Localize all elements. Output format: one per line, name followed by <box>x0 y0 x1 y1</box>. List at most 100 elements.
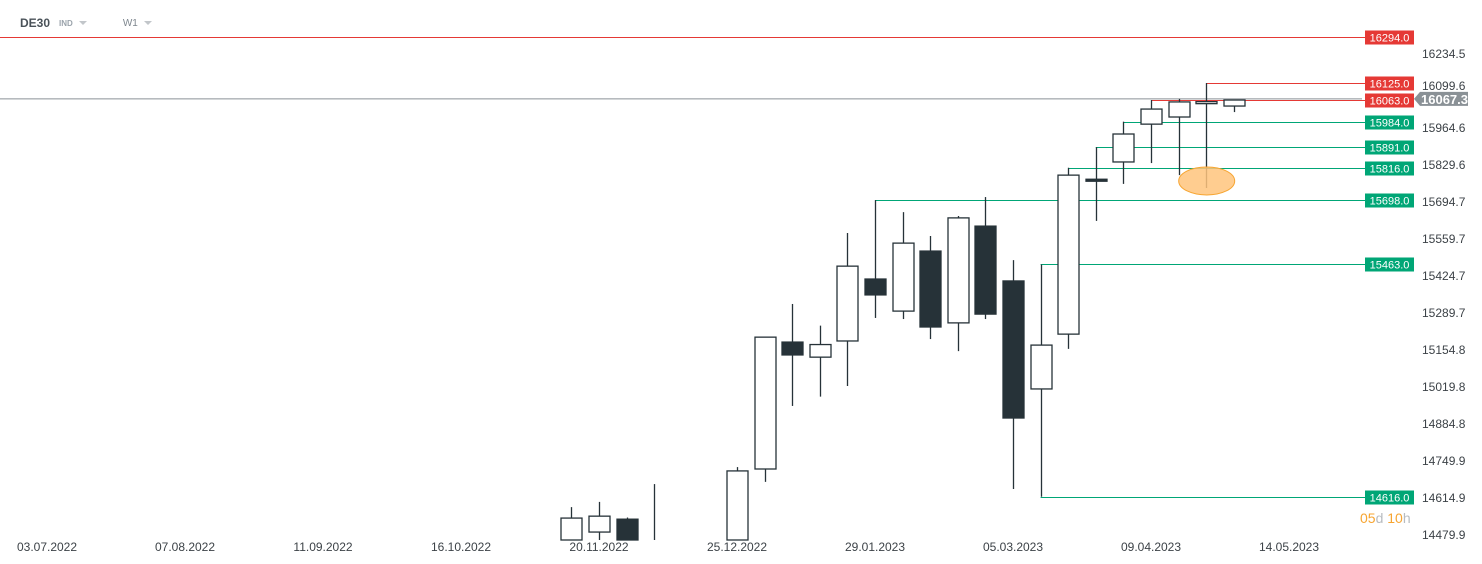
bull-candle-body <box>1195 101 1218 105</box>
level-label-bg <box>1365 115 1414 130</box>
candle[interactable] <box>1030 264 1053 497</box>
candle[interactable] <box>616 517 639 541</box>
y-axis-tick: 14749.9 <box>1422 454 1466 468</box>
x-axis-tick: 11.09.2022 <box>293 540 352 554</box>
level-label-text: 16125.0 <box>1370 79 1410 91</box>
level-label[interactable]: 15698.0 <box>1365 193 1414 208</box>
timeframe-dropdown-icon[interactable] <box>143 21 152 25</box>
level-label[interactable]: 15463.0 <box>1365 257 1414 272</box>
symbol-name[interactable]: DE30 <box>20 16 51 30</box>
bear-candle-body <box>781 341 804 356</box>
candle[interactable] <box>588 501 611 540</box>
y-axis-tick: 15289.7 <box>1422 306 1466 320</box>
bear-candle-body <box>974 225 997 315</box>
y-axis-tick: 14614.9 <box>1422 491 1466 505</box>
current-price-value: 16067.3 <box>1421 92 1468 107</box>
candle[interactable] <box>1085 147 1108 221</box>
level-label-text: 14616.0 <box>1370 493 1410 505</box>
y-axis-tick: 15424.7 <box>1422 269 1466 283</box>
candle[interactable] <box>947 215 970 352</box>
bear-candle-body <box>919 250 942 328</box>
level-label[interactable]: 16125.0 <box>1365 76 1414 91</box>
highlight-ellipse <box>1178 166 1236 196</box>
countdown-days-unit: d <box>1375 510 1384 526</box>
y-axis-tick: 15829.6 <box>1422 158 1466 172</box>
level-label[interactable]: 15816.0 <box>1365 161 1414 176</box>
level-label[interactable]: 16294.0 <box>1365 30 1414 45</box>
level-label-bg <box>1365 30 1414 45</box>
y-axis-tick: 15694.7 <box>1422 195 1466 209</box>
level-label-bg <box>1365 193 1414 208</box>
level-label-bg <box>1365 161 1414 176</box>
level-label-text: 16294.0 <box>1370 33 1410 45</box>
bull-candle-body <box>1168 101 1191 118</box>
candle[interactable] <box>781 303 804 406</box>
level-label-bg <box>1365 76 1414 91</box>
x-axis-tick: 07.08.2022 <box>155 540 215 554</box>
y-axis-tick: 15154.8 <box>1422 343 1466 357</box>
candle[interactable] <box>1002 260 1025 490</box>
level-label-text: 16063.0 <box>1370 96 1410 108</box>
candle[interactable] <box>1168 98 1191 176</box>
candle[interactable] <box>919 235 942 340</box>
y-axis-tick: 14884.8 <box>1422 417 1466 431</box>
candle[interactable] <box>1112 121 1135 184</box>
x-axis-tick: 05.03.2023 <box>983 540 1043 554</box>
symbol-dropdown-icon[interactable] <box>78 21 87 25</box>
candle[interactable] <box>836 232 859 386</box>
level-label-text: 15984.0 <box>1370 118 1410 130</box>
x-axis-tick: 03.07.2022 <box>17 540 77 554</box>
bull-candle-body <box>1057 174 1080 335</box>
bull-candle-body <box>560 517 583 541</box>
level-label-bg <box>1365 93 1414 108</box>
bull-candle-body <box>836 265 859 342</box>
countdown-days: 05 <box>1360 510 1376 526</box>
level-label-text: 15891.0 <box>1370 143 1410 155</box>
bull-candle-body <box>726 470 749 541</box>
level-label[interactable]: 14616.0 <box>1365 490 1414 505</box>
candle[interactable] <box>1057 167 1080 349</box>
level-label-bg <box>1365 490 1414 505</box>
candle[interactable] <box>974 197 997 320</box>
candle[interactable] <box>1140 100 1163 164</box>
y-axis-tick: 14479.9 <box>1422 528 1466 542</box>
market-type: IND <box>59 18 73 28</box>
level-label-text: 15816.0 <box>1370 164 1410 176</box>
level-label[interactable]: 15891.0 <box>1365 140 1414 155</box>
bear-candle-body <box>1002 280 1025 419</box>
bull-candle-body <box>892 242 915 312</box>
bear-candle-body <box>864 278 887 296</box>
candle[interactable] <box>809 325 832 397</box>
timeframe-selector[interactable]: W1 <box>122 17 138 29</box>
candle[interactable] <box>1223 99 1246 113</box>
bar-countdown: 05d 10h <box>1360 511 1411 525</box>
countdown-hours-unit: h <box>1402 510 1411 526</box>
candle[interactable] <box>560 507 583 541</box>
bull-candle-body <box>1112 133 1135 163</box>
bull-candle-body <box>1030 344 1053 390</box>
x-axis-tick: 14.05.2023 <box>1259 540 1319 554</box>
x-axis-tick: 20.11.2022 <box>569 540 628 554</box>
x-axis-tick: 25.12.2022 <box>707 540 767 554</box>
y-axis-tick: 16099.6 <box>1422 79 1466 93</box>
bear-candle-body <box>1085 178 1108 182</box>
current-price-tag: 16067.3 <box>1414 91 1468 107</box>
level-label-bg <box>1365 140 1414 155</box>
bull-candle-body <box>1140 108 1163 125</box>
bull-candle-body <box>1223 99 1246 107</box>
countdown-hours: 10 <box>1387 510 1403 526</box>
level-label[interactable]: 16063.0 <box>1365 93 1414 108</box>
y-axis-tick: 15559.7 <box>1422 232 1466 246</box>
candle[interactable] <box>892 212 915 320</box>
level-label-bg <box>1365 257 1414 272</box>
bull-candle-body <box>947 217 970 324</box>
candle[interactable] <box>864 200 887 318</box>
level-label-text: 15463.0 <box>1370 260 1410 272</box>
y-axis-tick: 15019.8 <box>1422 380 1466 394</box>
level-label[interactable]: 15984.0 <box>1365 115 1414 130</box>
candle[interactable] <box>726 467 749 541</box>
y-axis-tick: 15964.6 <box>1422 121 1466 135</box>
candle[interactable] <box>754 336 777 482</box>
bear-candle-body <box>616 518 639 541</box>
